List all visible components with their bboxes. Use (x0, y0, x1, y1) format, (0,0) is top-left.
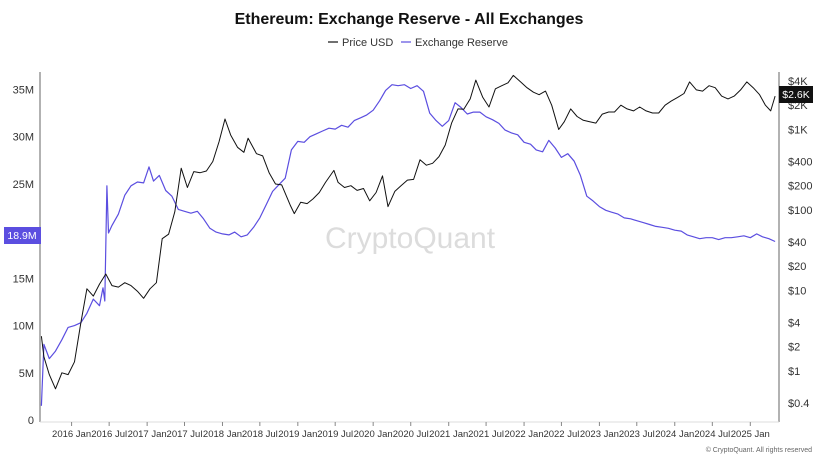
current-reserve-badge-bg (4, 227, 41, 244)
x-tick-label: 2022 Jan (505, 429, 544, 440)
x-tick-label: 2018 Jan (203, 429, 242, 440)
x-tick-label: 2021 Jan (429, 429, 468, 440)
right-tick-label: $10 (788, 285, 806, 297)
x-tick-label: 2019 Jan (278, 429, 317, 440)
current-price-badge-label: $2.6K (782, 89, 809, 101)
left-tick-label: 30M (13, 132, 34, 144)
current-price-badge: $2.6K (779, 86, 813, 103)
right-tick-label: $4 (788, 318, 800, 330)
x-tick-label: 2022 Jul (543, 429, 579, 440)
current-reserve-badge-label: 18.9M (7, 230, 36, 242)
x-tick-label: 2020 Jul (393, 429, 429, 440)
x-tick-label: 2020 Jan (354, 429, 393, 440)
chart-title: Ethereum: Exchange Reserve - All Exchang… (235, 11, 584, 28)
left-axis-ticks: 05M10M15M20M25M30M35M (13, 84, 34, 427)
left-tick-label: 15M (13, 273, 34, 285)
x-tick-label: 2017 Jul (167, 429, 203, 440)
right-tick-label: $4K (788, 76, 808, 88)
copyright-credit: © CryptoQuant. All rights reserved (706, 446, 812, 454)
x-axis-ticks: 2016 Jan 2016 Jul 2017 Jan 2017 Jul 2018 Jan… (52, 422, 770, 440)
legend-label-reserve[interactable]: Exchange Reserve (415, 37, 508, 49)
series-line-exchange-reserve (40, 84, 776, 406)
x-tick-label: 2016 Jul (91, 429, 127, 440)
left-tick-label: 35M (13, 84, 34, 96)
right-tick-label: $1K (788, 124, 808, 136)
right-tick-label: $2 (788, 342, 800, 354)
right-tick-label: $400 (788, 157, 812, 169)
legend: Price USD Exchange Reserve (328, 37, 508, 49)
right-tick-label: $200 (788, 181, 812, 193)
x-tick-label: 2023 Jul (619, 429, 655, 440)
series-line-price-usd (40, 74, 776, 390)
x-tick-label: 2016 Jan (52, 429, 91, 440)
right-axis-ticks: $0.4 $1 $2 $4 $10 $20 $40 $100 $200 $400 $1K $2K $4K (788, 76, 812, 410)
left-tick-label: 5M (19, 368, 34, 380)
x-tick-label: 2024 Jan (655, 429, 694, 440)
watermark: CryptoQuant (325, 222, 496, 255)
left-tick-label: 25M (13, 179, 34, 191)
left-tick-label: 0 (28, 415, 34, 427)
current-reserve-badge: 18.9M (4, 227, 41, 244)
x-tick-label: 2023 Jan (580, 429, 619, 440)
x-tick-label: 2018 Jul (242, 429, 278, 440)
right-tick-label: $40 (788, 237, 806, 249)
x-tick-label: 2017 Jan (128, 429, 167, 440)
x-tick-label: 2019 Jul (317, 429, 353, 440)
left-tick-label: 10M (13, 321, 34, 333)
right-tick-label: $2K (788, 100, 808, 112)
right-tick-label: $100 (788, 205, 812, 217)
right-tick-label: $1 (788, 366, 800, 378)
x-tick-label: 2021 Jul (468, 429, 504, 440)
x-tick-label: 2024 Jul (694, 429, 730, 440)
right-tick-label: $0.4 (788, 398, 809, 410)
legend-label-price[interactable]: Price USD (342, 37, 393, 49)
right-tick-label: $20 (788, 261, 806, 273)
x-tick-label: 2025 Jan (731, 429, 770, 440)
current-price-badge-bg (779, 86, 813, 103)
